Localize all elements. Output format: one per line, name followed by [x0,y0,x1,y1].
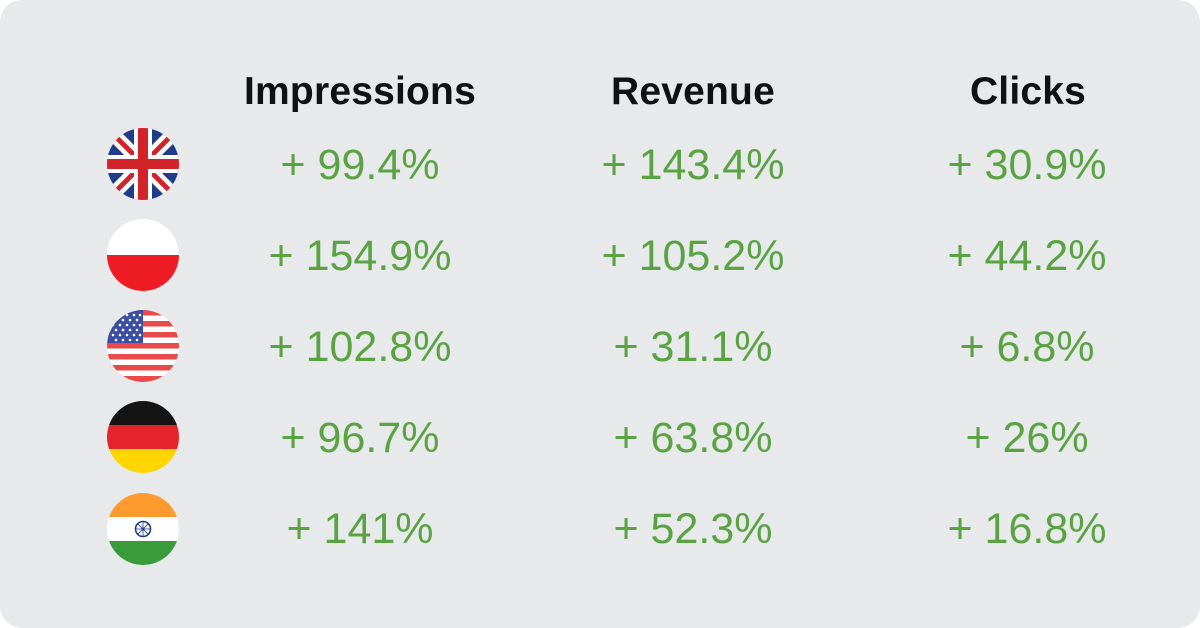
table-cell: + 141% [286,505,434,553]
column-header-revenue: Revenue [611,70,775,113]
table-cell: + 96.7% [280,414,440,462]
poland-flag-icon [107,219,179,291]
column-header-clicks: Clicks [969,70,1087,113]
table-cell: + 44.2% [947,232,1107,280]
table-cell: + 99.4% [280,141,440,189]
table-cell: + 105.2% [601,232,785,280]
table-cell: + 16.8% [947,505,1107,553]
india-flag-icon [107,493,179,565]
table-cell: + 143.4% [601,141,785,189]
united-states-flag-icon [107,310,179,382]
table-cell: + 52.3% [613,505,773,553]
table-cell: + 26% [965,414,1089,462]
united-kingdom-flag-icon [107,128,179,200]
table-cell: + 102.8% [268,323,452,371]
table-cell: + 63.8% [613,414,773,462]
table-cell: + 31.1% [613,323,773,371]
germany-flag-icon [107,401,179,473]
table-cell: + 154.9% [268,232,452,280]
table-cell: + 30.9% [947,141,1107,189]
column-header-impressions: Impressions [244,70,476,113]
table-cell: + 6.8% [959,323,1095,371]
